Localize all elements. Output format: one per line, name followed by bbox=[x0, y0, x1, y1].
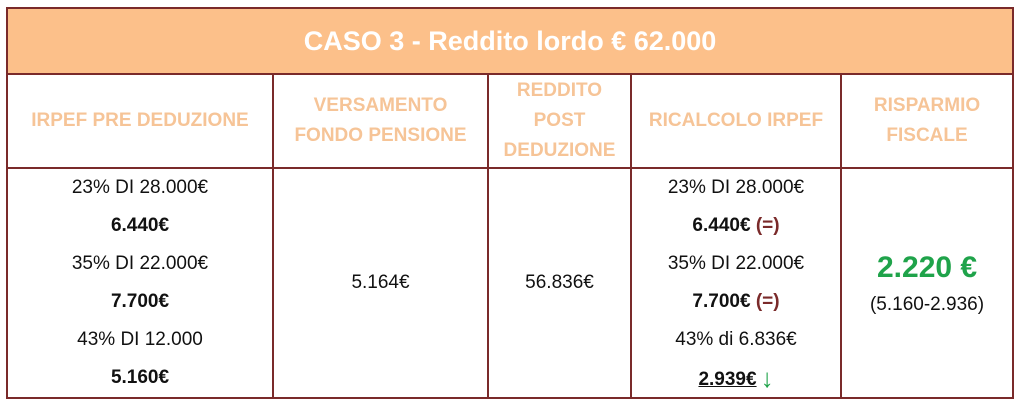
header-reddito-line-3: DEDUZIONE bbox=[503, 140, 616, 161]
unchanged-mark-1: (=) bbox=[755, 215, 780, 236]
ricalcolo-amount-1: 6.440€ bbox=[692, 215, 751, 236]
header-risparmio-line-1: RISPARMIO bbox=[873, 95, 981, 116]
risparmio-note: (5.160-2.936) bbox=[869, 294, 985, 315]
case-3-table: CASO 3 - Reddito lordo € 62.000 IRPEF PR… bbox=[5, 7, 1015, 399]
header-reddito-line-1: REDDITO bbox=[516, 80, 603, 101]
irpef-pre-cell: 23% DI 28.000€ 6.440€ 35% DI 22.000€ 7.7… bbox=[6, 167, 274, 399]
table-title: CASO 3 - Reddito lordo € 62.000 bbox=[5, 7, 1015, 75]
header-reddito-line-2: POST bbox=[533, 110, 586, 131]
header-row: IRPEF PRE DEDUZIONE VERSAMENTO FONDO PEN… bbox=[6, 73, 1015, 169]
header-risparmio: RISPARMIO FISCALE bbox=[839, 73, 1015, 169]
ricalcolo-amount-3-line: 2.939€ ↓ bbox=[632, 359, 840, 397]
data-row: 23% DI 28.000€ 6.440€ 35% DI 22.000€ 7.7… bbox=[6, 167, 1015, 399]
ricalcolo-bracket-3: 43% di 6.836€ bbox=[675, 329, 797, 350]
unchanged-mark-2: (=) bbox=[755, 291, 780, 312]
versamento-cell: 5.164€ bbox=[272, 167, 489, 399]
irpef-pre-amount-1: 6.440€ bbox=[110, 215, 170, 236]
header-reddito-post: REDDITO POST DEDUZIONE bbox=[487, 73, 632, 169]
title-row: CASO 3 - Reddito lordo € 62.000 bbox=[5, 7, 1015, 75]
ricalcolo-amount-2-line: 7.700€ (=) bbox=[632, 283, 840, 321]
risparmio-value: 2.220 € bbox=[876, 251, 978, 284]
risparmio-cell: 2.220 € (5.160-2.936) bbox=[839, 167, 1015, 399]
header-irpef-pre: IRPEF PRE DEDUZIONE bbox=[6, 73, 274, 169]
arrow-down-icon: ↓ bbox=[760, 363, 774, 393]
irpef-pre-bracket-2: 35% DI 22.000€ bbox=[71, 253, 209, 274]
ricalcolo-cell: 23% DI 28.000€ 6.440€ (=) 35% DI 22.000€… bbox=[630, 167, 842, 399]
header-risparmio-line-2: FISCALE bbox=[886, 125, 968, 146]
header-versamento-line-1: VERSAMENTO bbox=[313, 95, 448, 116]
irpef-pre-bracket-3: 43% DI 12.000 bbox=[77, 329, 203, 350]
ricalcolo-amount-3: 2.939€ bbox=[698, 369, 757, 390]
ricalcolo-bracket-2: 35% DI 22.000€ bbox=[667, 253, 805, 274]
ricalcolo-bracket-1: 23% DI 28.000€ bbox=[667, 177, 805, 198]
ricalcolo-amount-2: 7.700€ bbox=[692, 291, 751, 312]
irpef-pre-amount-3: 5.160€ bbox=[110, 367, 170, 388]
irpef-pre-bracket-1: 23% DI 28.000€ bbox=[71, 177, 209, 198]
reddito-post-cell: 56.836€ bbox=[487, 167, 632, 399]
case-3-table-container: CASO 3 - Reddito lordo € 62.000 IRPEF PR… bbox=[5, 7, 1015, 399]
header-versamento: VERSAMENTO FONDO PENSIONE bbox=[272, 73, 489, 169]
irpef-pre-amount-2: 7.700€ bbox=[110, 291, 170, 312]
header-ricalcolo: RICALCOLO IRPEF bbox=[630, 73, 842, 169]
ricalcolo-amount-1-line: 6.440€ (=) bbox=[632, 207, 840, 245]
header-versamento-line-2: FONDO PENSIONE bbox=[294, 125, 467, 146]
